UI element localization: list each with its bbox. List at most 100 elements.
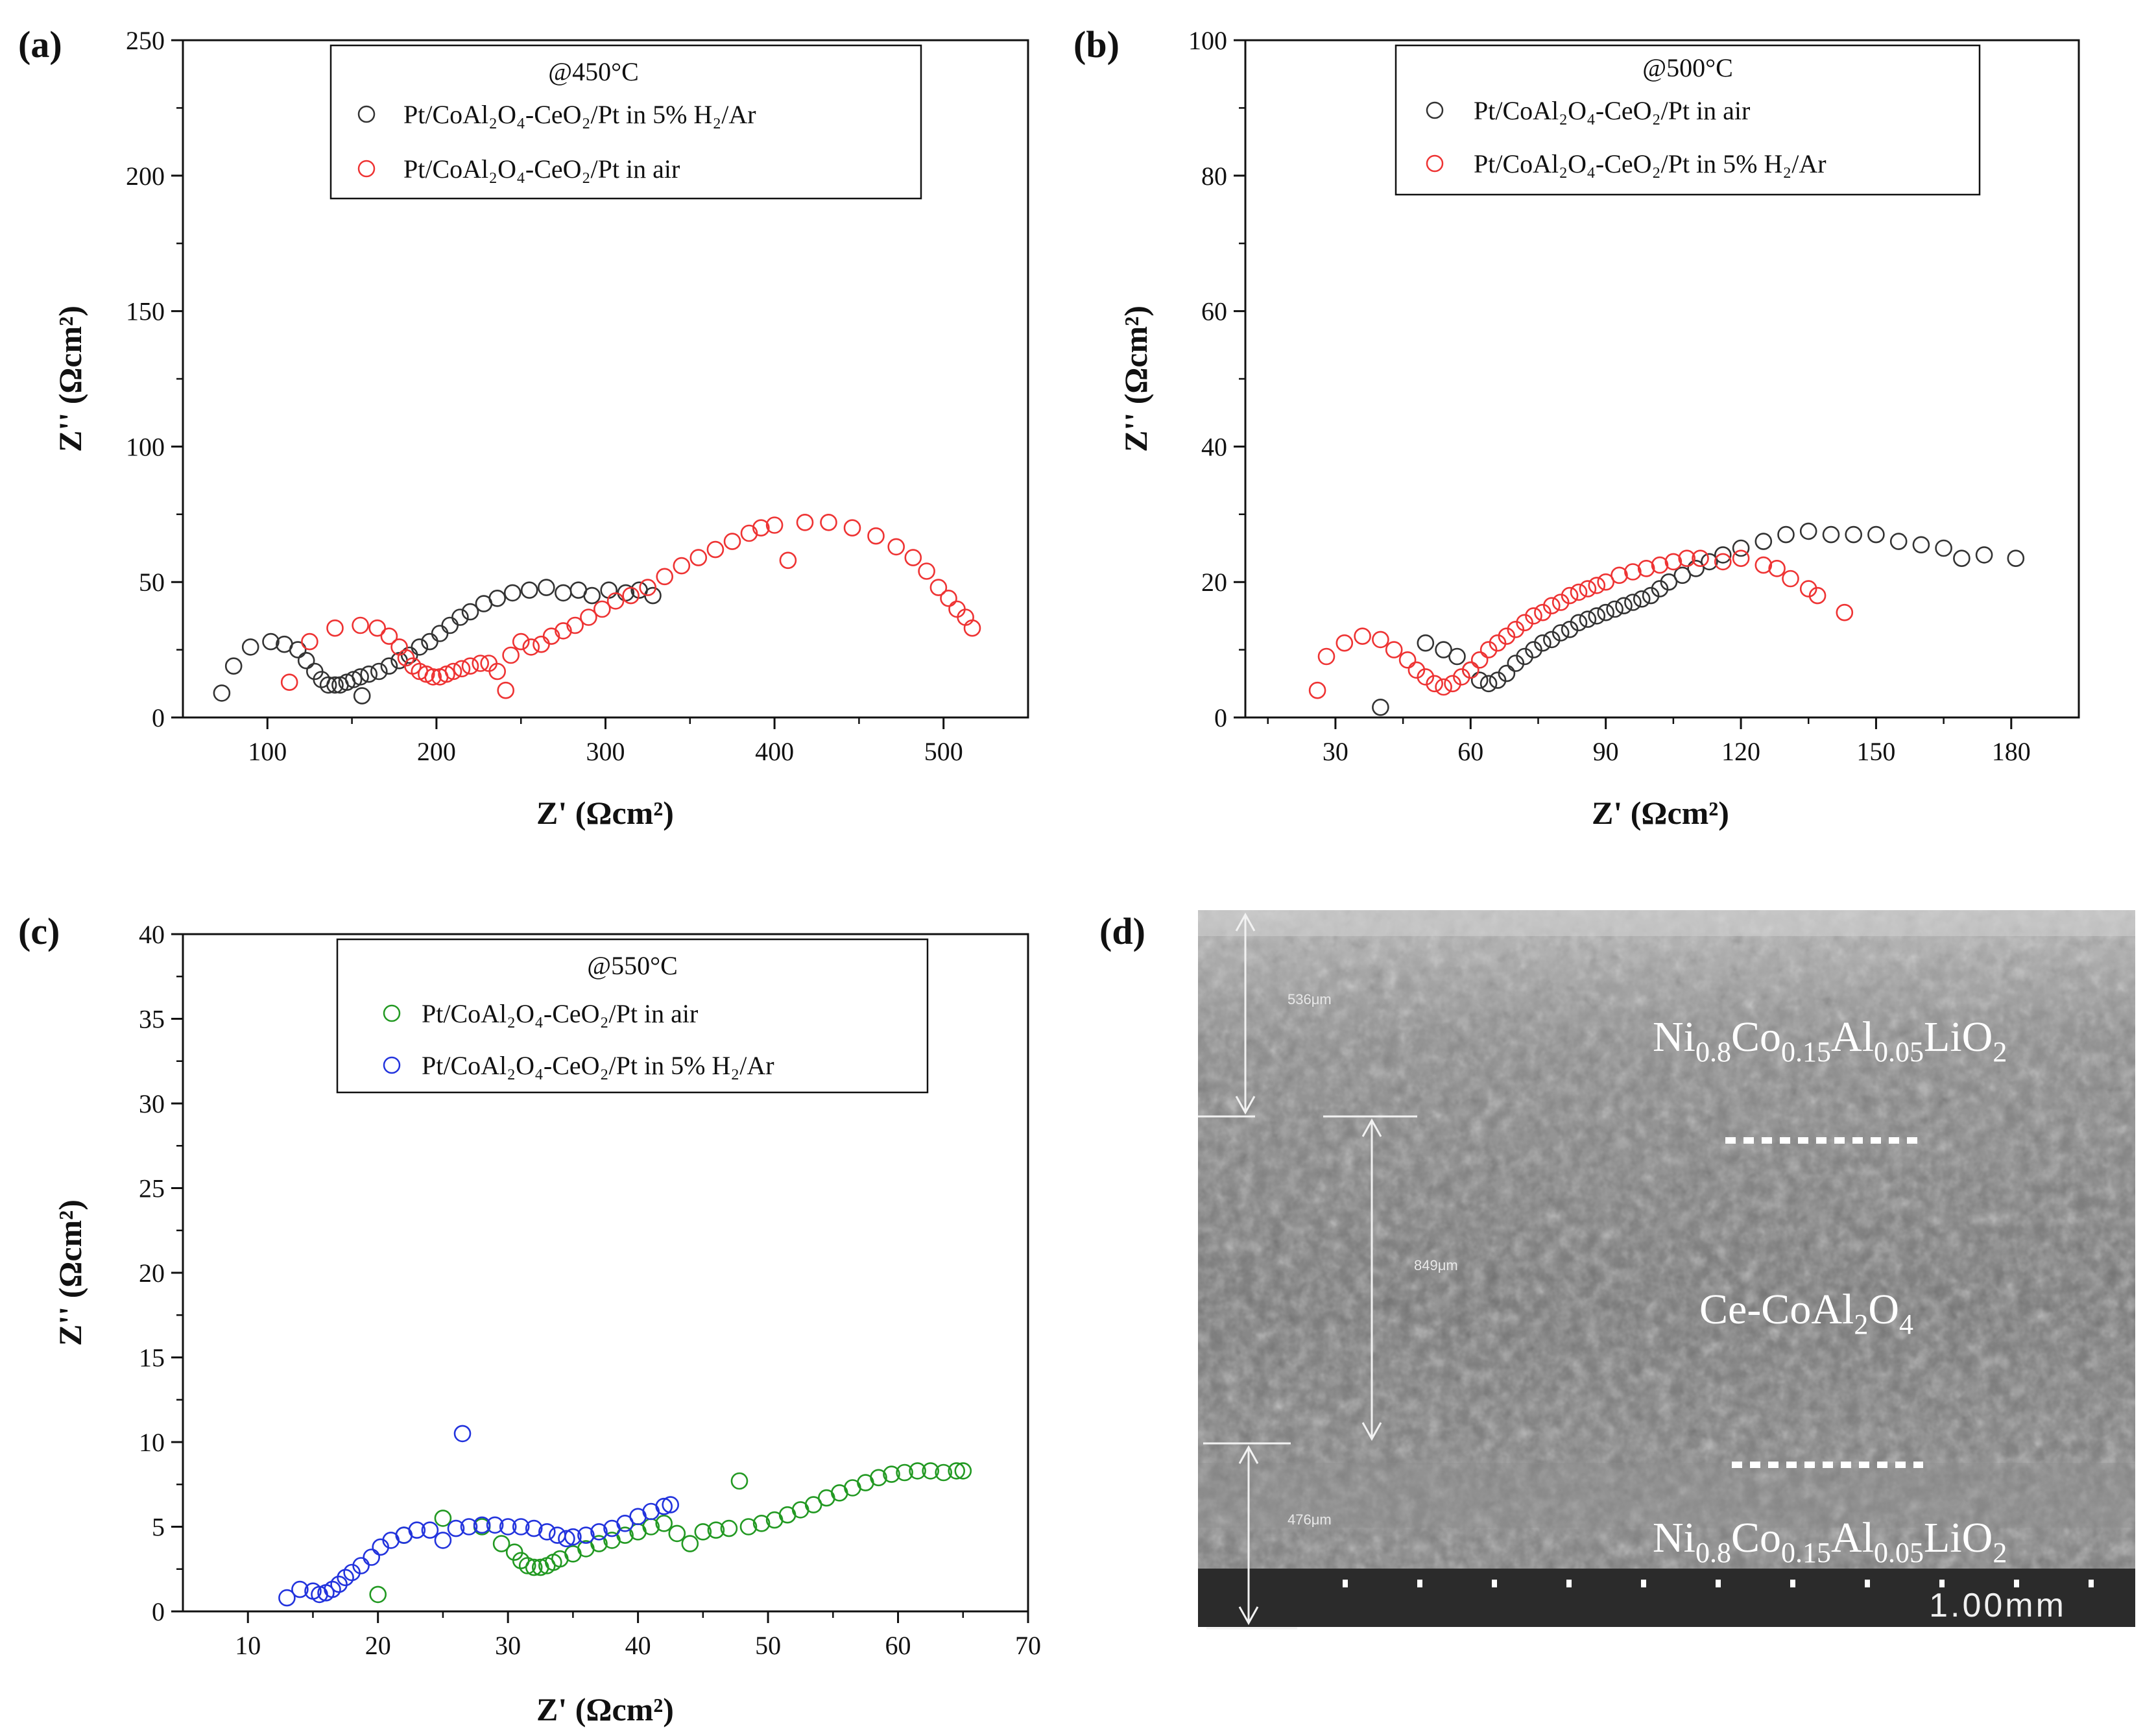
point-b-s0-20	[1606, 600, 1623, 618]
x-tick-label-b-5: 180	[1992, 737, 2031, 766]
panel-letter-b: (b)	[1073, 23, 1120, 66]
point-b-s0-25	[1651, 580, 1669, 597]
point-a-s1-35	[689, 549, 708, 566]
x-tick-label-a-0: 100	[248, 737, 287, 766]
point-a-s0-9	[319, 676, 337, 694]
point-c-s1-24	[525, 1519, 543, 1537]
point-b-s0-23	[1633, 590, 1651, 608]
point-b-s1-21	[1534, 603, 1551, 621]
point-b-s1-34	[1678, 549, 1695, 568]
point-b-s1-31	[1637, 559, 1655, 577]
point-c-s0-21	[668, 1524, 686, 1543]
point-c-s1-19	[460, 1518, 478, 1535]
point-a-s1-3	[352, 616, 369, 634]
point-b-s0-6	[1479, 675, 1498, 693]
point-a-s1-39	[752, 519, 770, 537]
point-b-s1-16	[1489, 634, 1507, 652]
point-c-s0-2	[434, 1510, 452, 1527]
sem-top-edge	[1198, 910, 2135, 936]
point-a-s1-53	[963, 619, 981, 637]
x-tick-label-b-0: 30	[1323, 737, 1348, 766]
point-c-s1-1	[291, 1580, 309, 1598]
x-axis-title-c: Z' (Ωcm²)	[536, 1691, 674, 1728]
y-tick-label-c-1: 5	[152, 1513, 165, 1542]
point-a-s1-11	[424, 668, 442, 686]
panel-d: (d) 1.00mm	[1099, 910, 2135, 1630]
data-points-c	[278, 1425, 972, 1607]
point-c-s1-22	[499, 1518, 517, 1535]
point-b-s0-5	[1470, 671, 1489, 689]
sem-measure-lines	[1198, 912, 1417, 1630]
legend-c: @550°C Pt/CoAl₂O₄-CeO₂/Pt in air Pt/CoAl…	[336, 938, 929, 1094]
point-b-s1-26	[1579, 580, 1597, 597]
legend-box-b	[1395, 44, 1981, 196]
point-b-s1-43	[1836, 603, 1854, 621]
point-c-s1-26	[548, 1526, 566, 1544]
point-a-s1-23	[522, 638, 540, 656]
legend-marker-b-0	[1426, 101, 1444, 119]
point-a-s0-15	[360, 665, 378, 683]
panel-letter-c: (c)	[18, 910, 60, 952]
y-axis-title-b: Z'' (Ωcm²)	[1118, 306, 1154, 452]
point-a-s1-17	[472, 655, 490, 672]
point-b-s1-37	[1732, 549, 1750, 568]
axis-ticks-a: 100 200 300 400 500 0 50 100 150 200 250	[126, 26, 963, 766]
sem-scale-dots	[1343, 1580, 2094, 1587]
point-b-s0-29	[1701, 553, 1718, 571]
point-a-s0-16	[370, 662, 388, 680]
point-a-s0-2	[241, 638, 259, 656]
point-a-s1-33	[656, 568, 673, 586]
point-a-s0-29	[520, 581, 538, 599]
point-b-s1-33	[1664, 553, 1683, 571]
sem-image	[1198, 910, 2135, 1627]
point-c-s1-14	[408, 1521, 426, 1539]
x-tick-label-b-2: 90	[1593, 737, 1619, 766]
sem-info-bar	[1198, 1569, 2135, 1627]
point-b-s0-12	[1534, 634, 1551, 652]
x-axis-title-b: Z' (Ωcm²)	[1592, 795, 1729, 831]
legend-label-c-1: Pt/CoAl₂O₄-CeO₂/Pt in 5% H₂/Ar	[422, 1051, 774, 1080]
point-a-s0-28	[503, 584, 521, 602]
point-a-s1-49	[929, 579, 948, 596]
point-c-s0-15	[590, 1535, 608, 1552]
point-b-s1-29	[1611, 566, 1628, 584]
legend-b: @500°C Pt/CoAl₂O₄-CeO₂/Pt in air Pt/CoAl…	[1395, 44, 1981, 196]
point-a-s1-5	[380, 627, 398, 645]
panel-letter-d: (d)	[1099, 910, 1145, 952]
sem-measure-536: 536μm	[1288, 991, 1332, 1007]
point-b-s0-18	[1588, 607, 1606, 625]
panel-letter-a: (a)	[18, 23, 62, 66]
y-tick-label-a-0: 0	[152, 703, 165, 732]
point-b-s1-2	[1336, 634, 1354, 652]
point-b-s1-9	[1426, 675, 1443, 693]
x-tick-label-c-4: 50	[755, 1631, 781, 1660]
point-b-s1-0	[1308, 681, 1326, 699]
point-c-s0-8	[525, 1558, 543, 1576]
legend-label-b-0: Pt/CoAl₂O₄-CeO₂/Pt in air	[1474, 96, 1750, 125]
y-tick-label-a-3: 150	[126, 297, 165, 326]
y-tick-label-b-0: 0	[1214, 703, 1227, 732]
data-points-b	[1308, 522, 2025, 716]
y-tick-label-b-4: 80	[1201, 162, 1227, 191]
point-b-s1-35	[1692, 549, 1709, 568]
point-b-s0-13	[1543, 631, 1561, 649]
point-c-s1-25	[538, 1523, 556, 1541]
point-b-s1-5	[1385, 641, 1403, 658]
point-c-s0-43	[948, 1462, 965, 1480]
y-tick-label-b-2: 40	[1201, 432, 1227, 461]
point-c-s0-40	[909, 1462, 926, 1480]
point-a-s1-28	[580, 608, 597, 626]
y-tick-label-b-5: 100	[1188, 26, 1227, 55]
point-b-s0-22	[1624, 594, 1642, 611]
legend-box-c	[336, 938, 929, 1094]
point-b-s1-20	[1525, 607, 1542, 625]
point-a-s1-30	[606, 592, 625, 610]
point-b-s1-11	[1444, 675, 1461, 693]
legend-marker-a-1	[357, 160, 376, 178]
point-b-s0-26	[1660, 573, 1678, 591]
point-b-s1-15	[1479, 641, 1498, 658]
point-a-s1-4	[368, 619, 387, 637]
point-a-s1-50	[940, 589, 957, 607]
point-c-s1-29	[577, 1526, 595, 1544]
point-a-s1-52	[957, 608, 974, 626]
